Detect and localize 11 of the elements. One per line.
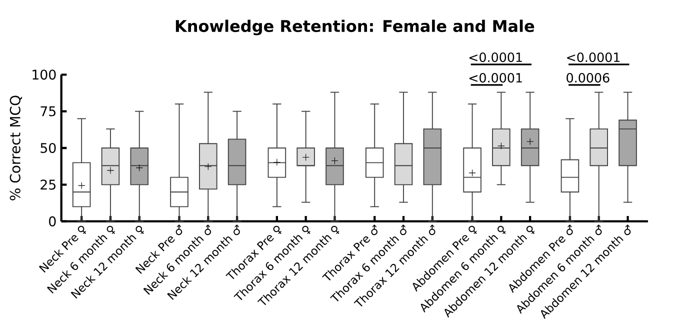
y-axis-title: % Correct MCQ (10, 96, 22, 200)
text: <0.0001 (469, 52, 522, 62)
annotation: 0.0006 (566, 72, 610, 82)
y-tick-label: 75 (40, 106, 56, 116)
text: <0.0001 (567, 52, 620, 62)
y-tick-label: 0 (49, 216, 56, 226)
y-tick-label: 100 (32, 69, 56, 80)
y-tick-label: 25 (40, 179, 56, 190)
chart-title: Knowledge Retention: Female and Male (176, 20, 534, 36)
y-tick-label: 50 (40, 142, 56, 153)
annotation: <0.0001 (469, 72, 522, 82)
